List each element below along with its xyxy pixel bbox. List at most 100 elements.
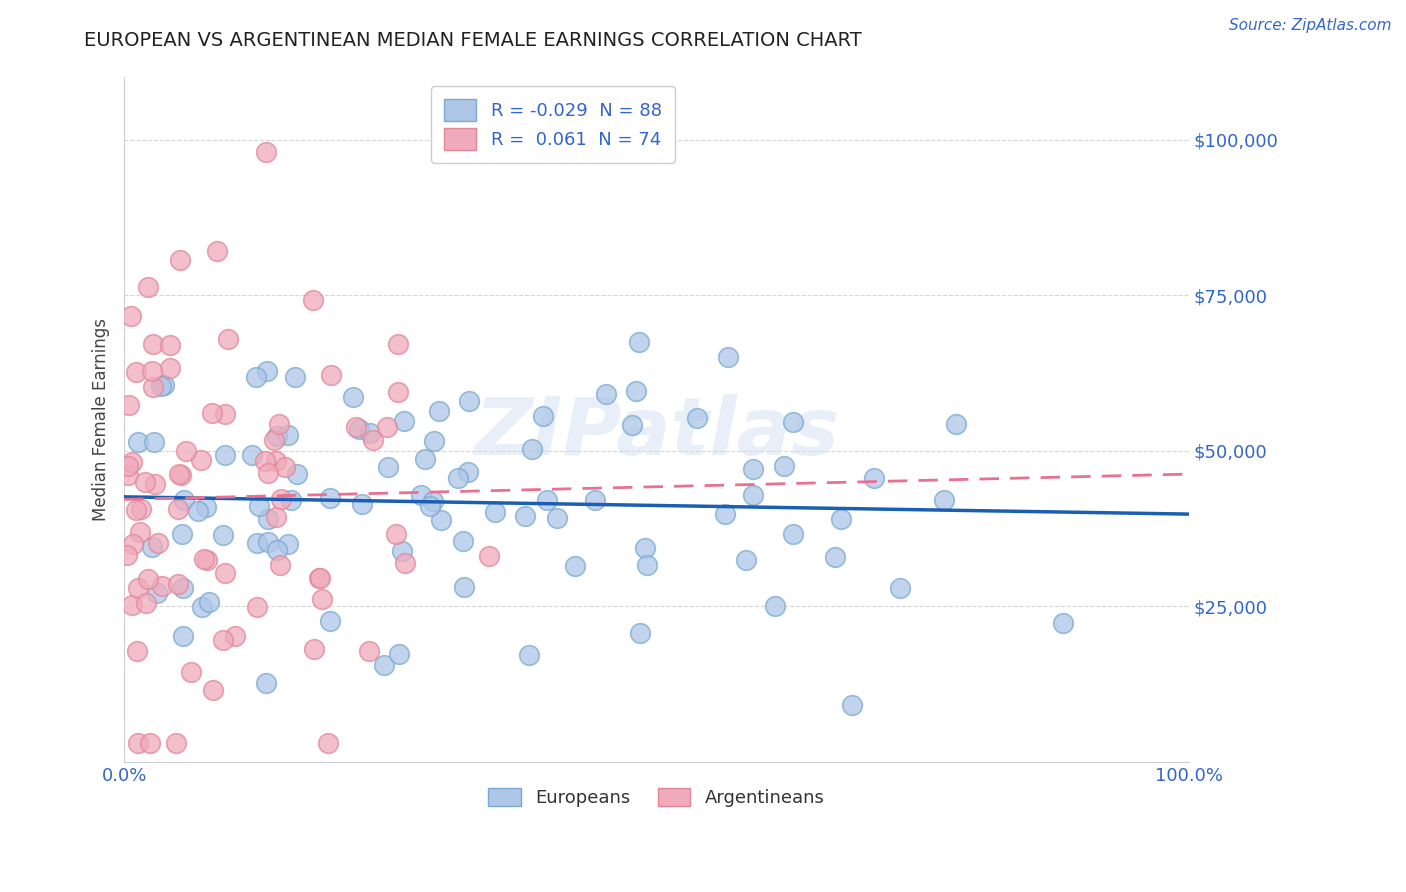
- Point: [302, 642, 325, 657]
- Point: [127, 736, 149, 750]
- Point: [427, 404, 450, 418]
- Point: [224, 629, 246, 643]
- Point: [128, 524, 150, 539]
- Point: [686, 411, 709, 425]
- Point: [280, 493, 302, 508]
- Point: [254, 676, 277, 690]
- Point: [159, 361, 181, 376]
- Point: [742, 488, 765, 502]
- Point: [118, 398, 141, 412]
- Point: [214, 407, 236, 421]
- Point: [453, 580, 475, 594]
- Point: [150, 579, 173, 593]
- Point: [159, 338, 181, 352]
- Point: [198, 595, 221, 609]
- Point: [176, 444, 198, 458]
- Point: [735, 553, 758, 567]
- Point: [117, 467, 139, 482]
- Point: [264, 454, 287, 468]
- Point: [142, 337, 165, 351]
- Point: [564, 559, 586, 574]
- Point: [172, 527, 194, 541]
- Point: [714, 507, 737, 521]
- Point: [359, 426, 381, 441]
- Point: [413, 452, 436, 467]
- Point: [121, 455, 143, 469]
- Point: [172, 581, 194, 595]
- Point: [129, 502, 152, 516]
- Point: [277, 427, 299, 442]
- Point: [193, 551, 215, 566]
- Point: [124, 503, 146, 517]
- Point: [141, 364, 163, 378]
- Point: [124, 365, 146, 379]
- Point: [409, 488, 432, 502]
- Point: [245, 370, 267, 384]
- Point: [246, 536, 269, 550]
- Point: [458, 393, 481, 408]
- Point: [628, 335, 651, 350]
- Point: [484, 505, 506, 519]
- Point: [419, 500, 441, 514]
- Point: [447, 471, 470, 485]
- Point: [254, 145, 277, 160]
- Point: [134, 475, 156, 489]
- Point: [350, 497, 373, 511]
- Point: [142, 434, 165, 449]
- Point: [141, 540, 163, 554]
- Point: [202, 683, 225, 698]
- Point: [624, 384, 647, 399]
- Point: [387, 337, 409, 351]
- Point: [347, 421, 370, 435]
- Point: [430, 513, 453, 527]
- Point: [125, 643, 148, 657]
- Point: [217, 332, 239, 346]
- Point: [273, 459, 295, 474]
- Point: [628, 625, 651, 640]
- Point: [266, 429, 288, 443]
- Point: [636, 558, 658, 573]
- Point: [583, 492, 606, 507]
- Point: [513, 509, 536, 524]
- Point: [621, 418, 644, 433]
- Point: [633, 541, 655, 555]
- Point: [302, 293, 325, 307]
- Point: [595, 386, 617, 401]
- Point: [146, 586, 169, 600]
- Point: [546, 510, 568, 524]
- Point: [187, 504, 209, 518]
- Point: [377, 420, 399, 434]
- Point: [387, 385, 409, 400]
- Point: [214, 566, 236, 580]
- Point: [357, 643, 380, 657]
- Point: [773, 458, 796, 473]
- Point: [263, 434, 285, 448]
- Point: [344, 419, 367, 434]
- Point: [135, 596, 157, 610]
- Point: [308, 571, 330, 585]
- Point: [377, 459, 399, 474]
- Point: [247, 499, 270, 513]
- Point: [143, 477, 166, 491]
- Point: [136, 572, 159, 586]
- Point: [373, 658, 395, 673]
- Point: [190, 452, 212, 467]
- Point: [205, 244, 228, 258]
- Point: [127, 435, 149, 450]
- Point: [253, 454, 276, 468]
- Point: [742, 462, 765, 476]
- Point: [517, 648, 540, 663]
- Point: [316, 736, 339, 750]
- Point: [391, 544, 413, 558]
- Point: [267, 417, 290, 431]
- Point: [285, 467, 308, 481]
- Point: [257, 511, 280, 525]
- Point: [127, 581, 149, 595]
- Point: [311, 592, 333, 607]
- Point: [342, 390, 364, 404]
- Point: [384, 526, 406, 541]
- Text: EUROPEAN VS ARGENTINEAN MEDIAN FEMALE EARNINGS CORRELATION CHART: EUROPEAN VS ARGENTINEAN MEDIAN FEMALE EA…: [84, 31, 862, 50]
- Point: [211, 528, 233, 542]
- Point: [194, 500, 217, 515]
- Point: [139, 736, 162, 750]
